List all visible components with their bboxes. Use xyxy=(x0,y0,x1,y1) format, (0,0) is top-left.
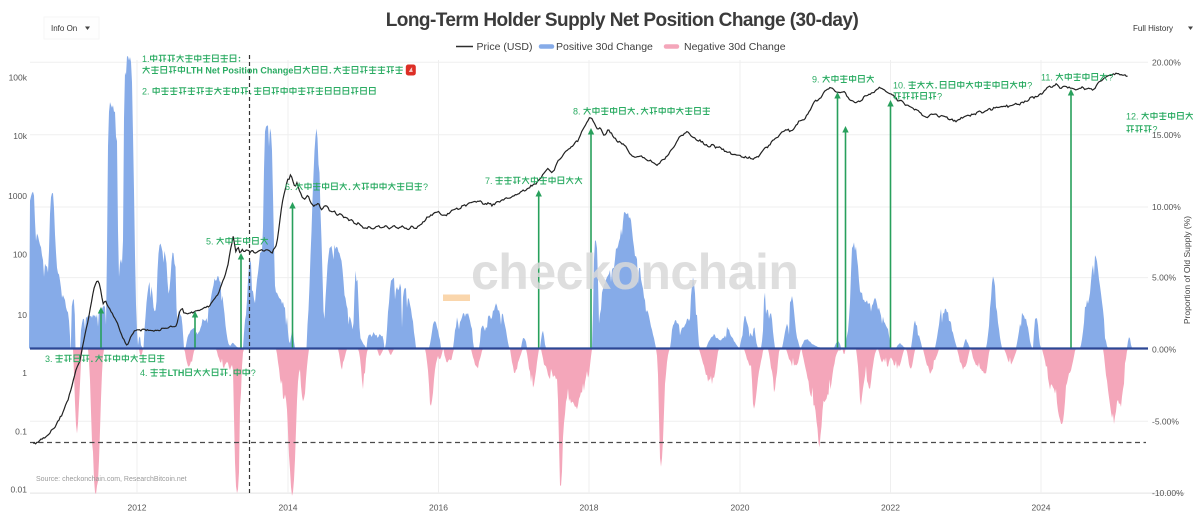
svg-text:Price (USD): Price (USD) xyxy=(477,41,533,53)
svg-text:?: ? xyxy=(1027,81,1032,91)
svg-text:2022: 2022 xyxy=(881,503,900,513)
svg-text:1000: 1000 xyxy=(8,191,27,201)
svg-text:10k: 10k xyxy=(13,131,27,141)
svg-text:4.: 4. xyxy=(140,368,148,378)
svg-text:LTH: LTH xyxy=(168,368,185,378)
svg-text:15.00%: 15.00% xyxy=(1152,130,1181,140)
svg-text:Positive 30d Change: Positive 30d Change xyxy=(556,41,653,53)
svg-text:6.: 6. xyxy=(285,182,293,192)
svg-text:2020: 2020 xyxy=(731,503,750,513)
svg-text:-10.00%: -10.00% xyxy=(1152,488,1184,498)
svg-text:?: ? xyxy=(1108,73,1113,83)
svg-text:Source: checkonchain.com, Rese: Source: checkonchain.com, ResearchBitcoi… xyxy=(36,476,187,483)
svg-text:100: 100 xyxy=(13,250,27,260)
svg-text:Full History: Full History xyxy=(1133,24,1173,33)
svg-text:10: 10 xyxy=(18,310,28,320)
svg-text:LTH Net Position Change: LTH Net Position Change xyxy=(186,66,293,76)
svg-text:?: ? xyxy=(1153,125,1158,135)
svg-text:checkonchain: checkonchain xyxy=(471,244,798,300)
svg-text:12.: 12. xyxy=(1126,112,1139,122)
svg-text:Long-Term Holder Supply Net Po: Long-Term Holder Supply Net Position Cha… xyxy=(386,10,859,31)
svg-text:2.: 2. xyxy=(142,87,150,97)
svg-text:0.01: 0.01 xyxy=(10,485,27,495)
svg-text:5.00%: 5.00% xyxy=(1152,273,1177,283)
svg-text:2016: 2016 xyxy=(429,503,448,513)
svg-text:?: ? xyxy=(251,368,256,378)
svg-text:100k: 100k xyxy=(9,73,28,83)
svg-text:7.: 7. xyxy=(485,176,493,186)
svg-text:10.: 10. xyxy=(893,81,906,91)
svg-text:-5.00%: -5.00% xyxy=(1152,416,1179,426)
svg-text:?: ? xyxy=(423,182,428,192)
svg-text:8.: 8. xyxy=(573,107,581,117)
svg-text:0.00%: 0.00% xyxy=(1152,345,1177,355)
svg-text:?: ? xyxy=(937,92,942,102)
svg-text:10.00%: 10.00% xyxy=(1152,202,1181,212)
svg-text:5.: 5. xyxy=(206,237,214,247)
svg-text:0.1: 0.1 xyxy=(15,426,27,436)
svg-text:Info On: Info On xyxy=(51,24,77,33)
svg-text:11.: 11. xyxy=(1041,73,1053,83)
svg-text:2014: 2014 xyxy=(279,503,298,513)
svg-text:20.00%: 20.00% xyxy=(1152,57,1181,67)
svg-text:Proportion of Old Supply (%): Proportion of Old Supply (%) xyxy=(1182,216,1192,324)
svg-text:Negative 30d Change: Negative 30d Change xyxy=(684,41,786,53)
svg-text:3.: 3. xyxy=(45,354,53,364)
svg-text:2018: 2018 xyxy=(580,503,599,513)
svg-text:1: 1 xyxy=(22,368,27,378)
svg-text:9.: 9. xyxy=(812,75,820,85)
svg-text:2024: 2024 xyxy=(1032,503,1051,513)
svg-text:2012: 2012 xyxy=(128,503,147,513)
svg-text:1.: 1. xyxy=(142,54,150,64)
